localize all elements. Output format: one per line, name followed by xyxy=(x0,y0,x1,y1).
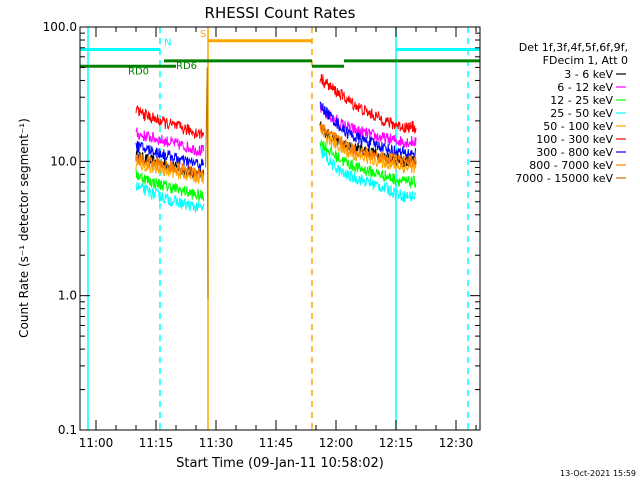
series-8-segment-0 xyxy=(205,67,209,299)
series-7-segment-1 xyxy=(319,121,417,168)
status-flags: NNSRD0RD6 xyxy=(80,29,480,77)
x-tick-label-5: 12:15 xyxy=(379,436,414,450)
series-2-segment-1 xyxy=(319,139,417,188)
series-3-segment-0 xyxy=(135,181,205,213)
legend-label-0: 3 - 6 keV xyxy=(564,68,613,81)
legend-header-line-1: FDecim 1, Att 0 xyxy=(543,54,628,67)
legend-label-4: 50 - 100 keV xyxy=(543,120,613,133)
x-tick-label-0: 11:00 xyxy=(79,436,114,450)
legend-label-2: 12 - 25 keV xyxy=(550,94,613,107)
legend-label-8: 7000 - 15000 keV xyxy=(515,172,613,185)
series-5-segment-1 xyxy=(319,74,417,135)
legend-label-1: 6 - 12 keV xyxy=(557,81,613,94)
x-tick-label-6: 12:30 xyxy=(439,436,474,450)
x-axis-label: Start Time (09-Jan-11 10:58:02) xyxy=(176,456,384,471)
series-6-segment-0 xyxy=(135,140,205,170)
series-6-segment-1 xyxy=(319,101,417,159)
legend-label-7: 800 - 7000 keV xyxy=(529,159,613,172)
series-3-segment-1 xyxy=(319,146,416,203)
legend-label-3: 25 - 50 keV xyxy=(550,107,613,120)
y-axis-label: Count Rate (s⁻¹ detector segment⁻¹) xyxy=(17,118,31,338)
footer-timestamp: 13-Oct-2021 15:59 xyxy=(560,469,636,478)
chart-title: RHESSI Count Rates xyxy=(205,4,356,22)
x-tick-label-2: 11:30 xyxy=(199,436,234,450)
y-tick-label-1: 1.0 xyxy=(58,289,77,303)
x-tick-label-3: 11:45 xyxy=(259,436,294,450)
legend-header-line-0: Det 1f,3f,4f,5f,6f,9f, xyxy=(519,41,628,54)
y-tick-label-0: 0.1 xyxy=(58,423,77,437)
y-tick-label-2: 10.0 xyxy=(50,154,77,168)
flag-label-0: N xyxy=(164,37,171,48)
x-tick-label-1: 11:15 xyxy=(139,436,174,450)
series-2-segment-0 xyxy=(135,168,205,202)
x-tick-label-4: 12:00 xyxy=(319,436,354,450)
series-7-segment-0 xyxy=(135,152,205,178)
flag-label-4: RD6 xyxy=(176,61,197,72)
series-5-segment-0 xyxy=(135,104,205,140)
plot-frame xyxy=(79,26,481,431)
axes: 0.1 1.0 10.0 100.0 11:00 11:15 11:30 11:45 12:00… xyxy=(43,20,481,450)
series-lines xyxy=(135,67,417,299)
legend: Det 1f,3f,4f,5f,6f,9f,FDecim 1, Att 03 -… xyxy=(515,41,628,185)
flag-label-3: RD0 xyxy=(128,66,149,77)
legend-label-5: 100 - 300 keV xyxy=(536,133,613,146)
flag-label-2: S xyxy=(200,29,206,40)
legend-label-6: 300 - 800 keV xyxy=(536,146,613,159)
y-tick-label-3: 100.0 xyxy=(43,20,77,34)
series-1-segment-0 xyxy=(135,126,205,157)
